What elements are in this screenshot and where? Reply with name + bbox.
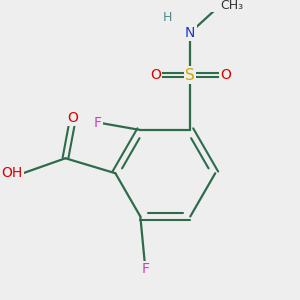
Text: OH: OH xyxy=(2,166,23,180)
Text: F: F xyxy=(94,116,102,130)
Text: O: O xyxy=(220,68,231,82)
Text: H: H xyxy=(163,11,172,24)
Text: S: S xyxy=(185,68,195,82)
Text: O: O xyxy=(150,68,161,82)
Text: N: N xyxy=(185,26,196,40)
Text: O: O xyxy=(68,111,78,125)
Text: CH₃: CH₃ xyxy=(220,0,243,12)
Text: F: F xyxy=(141,262,149,276)
